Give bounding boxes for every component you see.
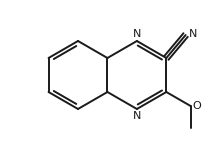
Text: N: N [133, 29, 141, 39]
Text: N: N [133, 111, 141, 121]
Text: O: O [193, 101, 201, 111]
Text: N: N [189, 29, 197, 39]
